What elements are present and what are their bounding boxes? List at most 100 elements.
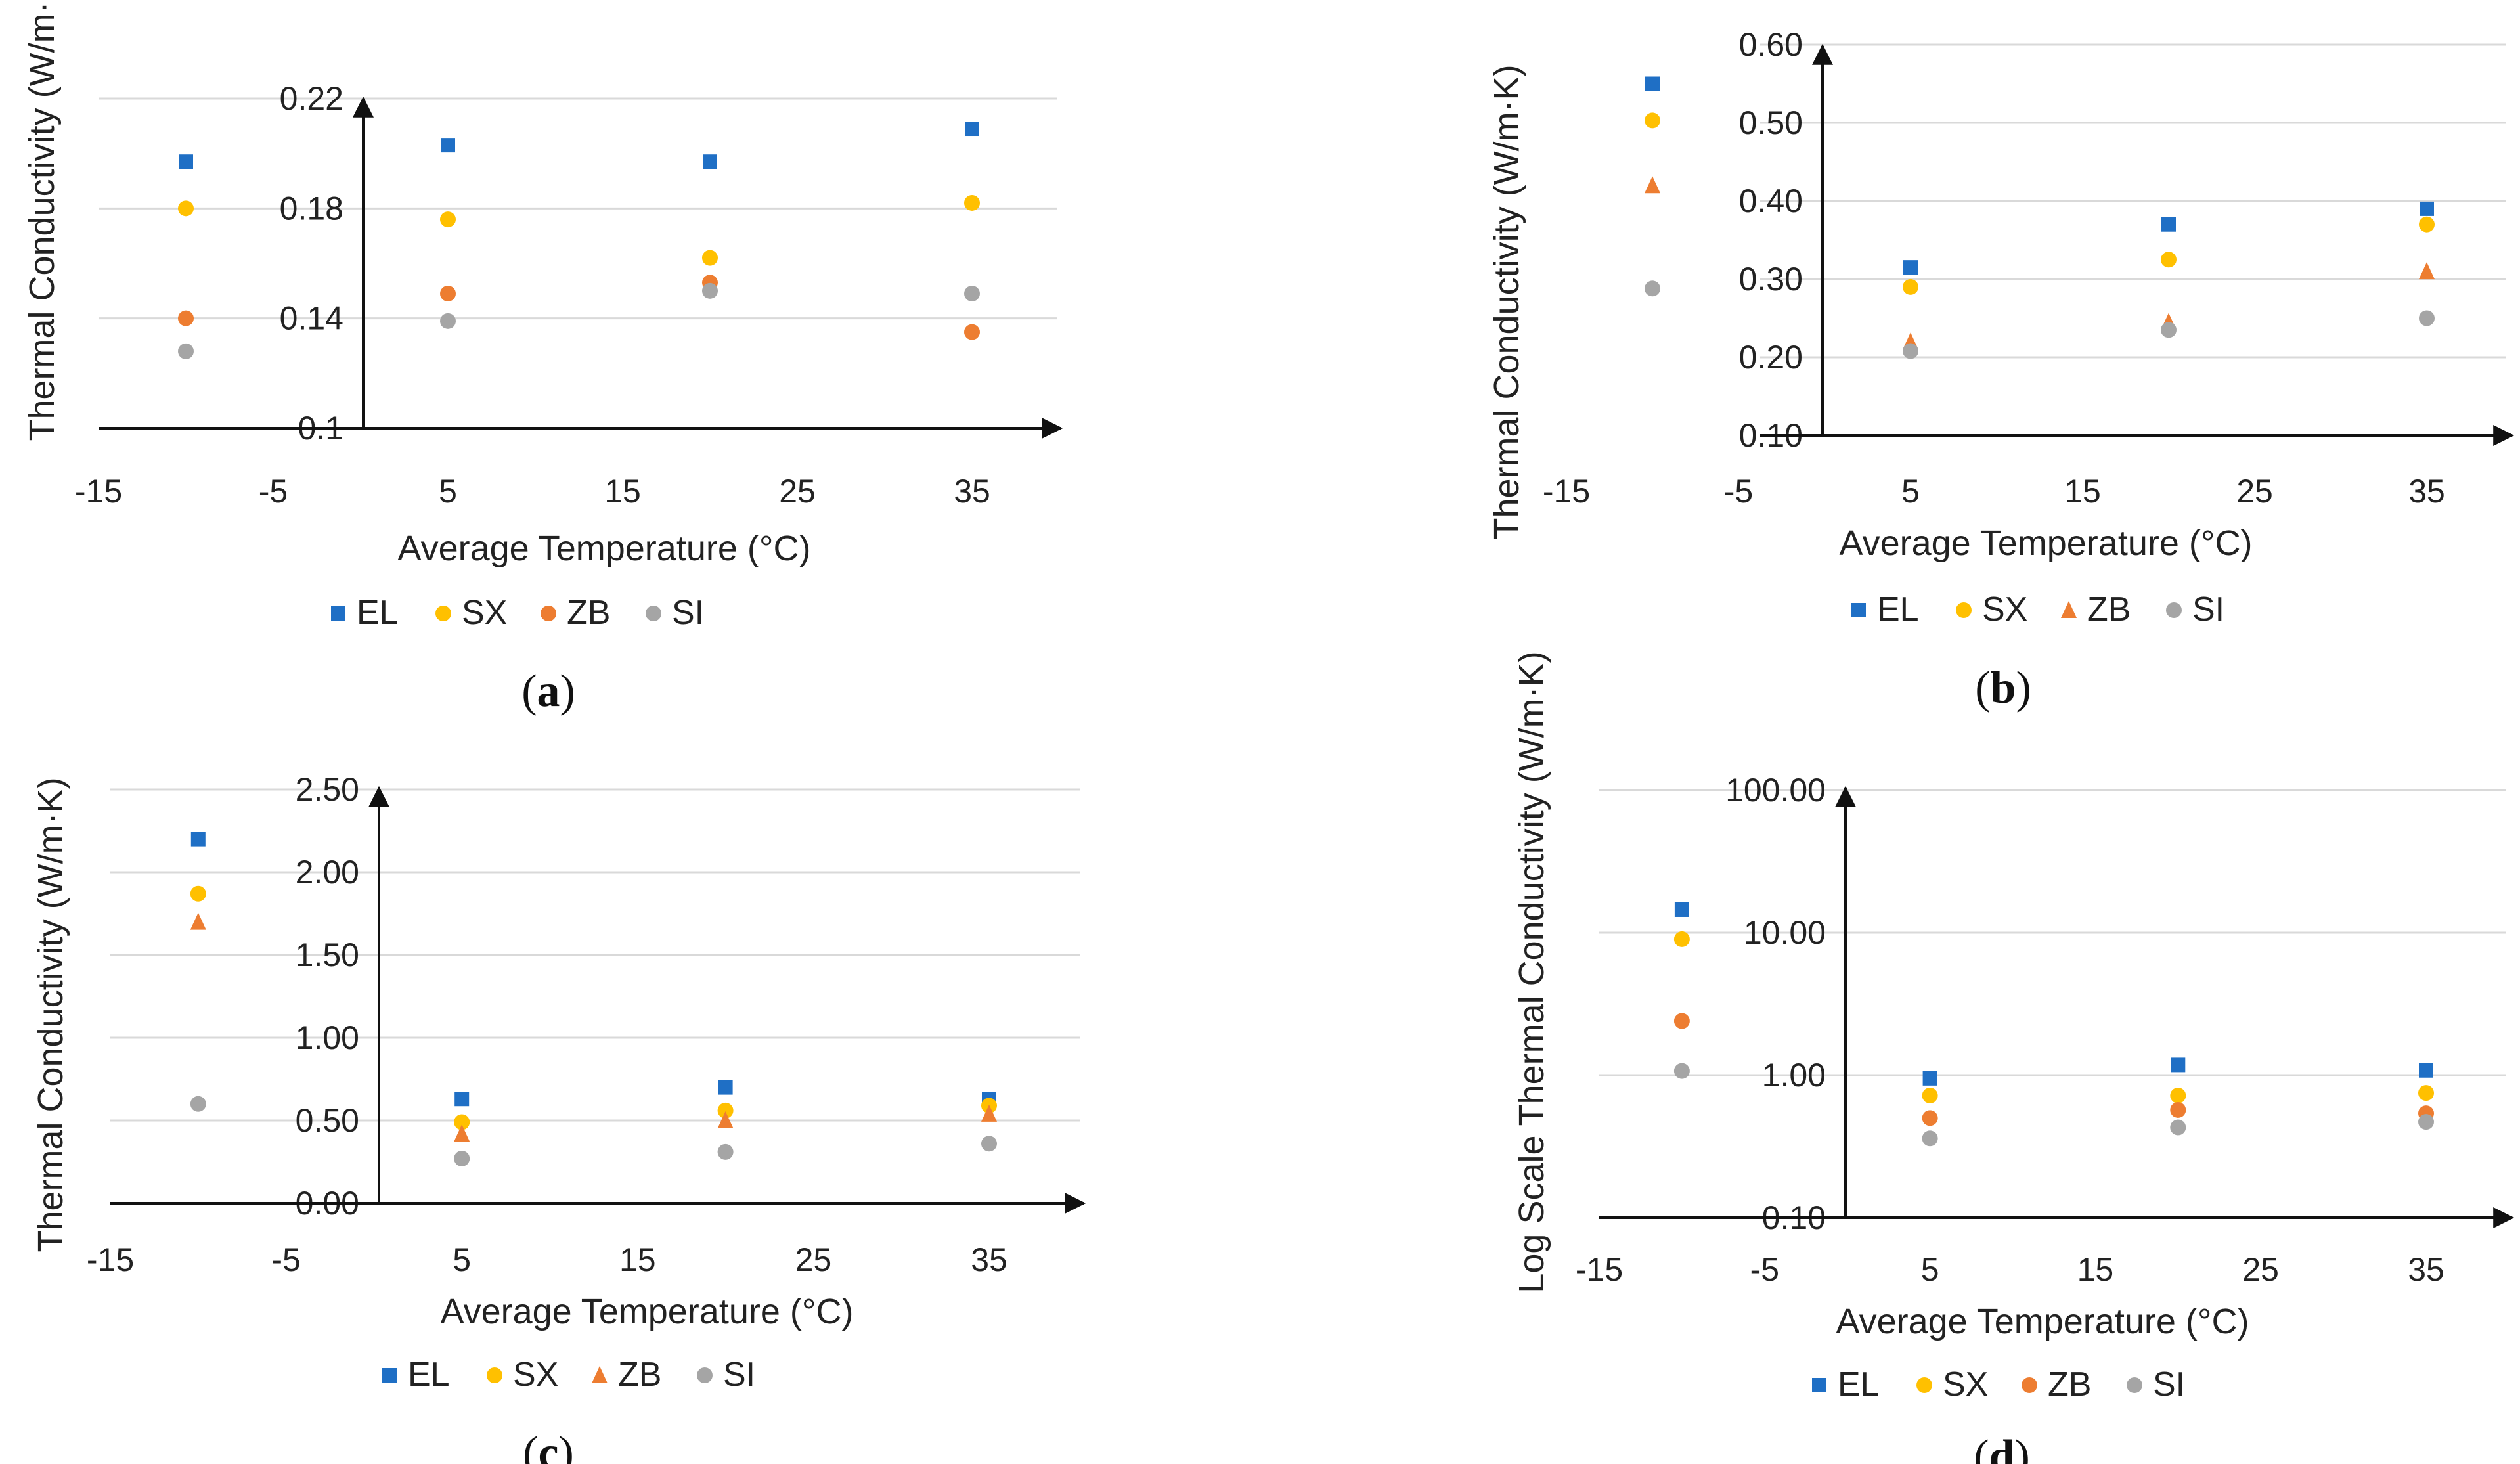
legend-label: EL [357, 594, 399, 632]
data-point-sx [702, 250, 718, 266]
legend-label: SX [462, 594, 507, 632]
series-ZB [1673, 1013, 2434, 1126]
data-point-si [178, 343, 194, 359]
data-point-el [1645, 76, 1660, 91]
series-SI [190, 1096, 997, 1166]
legend-label: SX [1943, 1365, 1988, 1404]
data-point-si [1673, 1063, 1690, 1079]
legend-label: SX [513, 1356, 558, 1394]
legend: EL SX ZB SI [331, 594, 704, 632]
caption-letter: b [1991, 663, 2016, 713]
legend-item-el: EL [382, 1356, 450, 1394]
legend-item-el: EL [331, 594, 399, 632]
data-point-sx [2170, 1087, 2186, 1103]
series-SX [1673, 931, 2434, 1103]
data-point-el [2420, 201, 2434, 216]
caption-paren: ( [1974, 1431, 1989, 1464]
data-point-si [190, 1096, 206, 1112]
y-tick-label: 2.00 [296, 854, 359, 891]
data-point-zb [981, 1104, 997, 1122]
x-tick-label: -15 [75, 473, 122, 510]
y-tick-label: 10.00 [1744, 914, 1826, 951]
data-point-el [1674, 902, 1689, 917]
legend-item-sx: SX [1916, 1365, 1988, 1404]
legend-label: ZB [2048, 1365, 2091, 1404]
data-point-si [981, 1136, 997, 1152]
data-point-zb [190, 912, 206, 930]
panel-caption: (a) [521, 666, 575, 717]
data-point-sx [1645, 112, 1660, 129]
data-point-si [2419, 310, 2435, 326]
x-tick-label: -15 [87, 1241, 134, 1278]
y-tick-label: 0.40 [1739, 183, 1803, 219]
x-axis-label: Average Temperature (°C) [441, 1292, 854, 1331]
data-point-zb [2419, 262, 2435, 280]
data-point-zb [454, 1124, 470, 1142]
legend-label: EL [408, 1356, 450, 1394]
y-tick-label: 1.00 [296, 1019, 359, 1056]
x-tick-label: 25 [779, 473, 816, 510]
legend-label: ZB [2087, 590, 2131, 629]
legend-label: SI [672, 594, 704, 632]
data-point-zb [964, 324, 980, 340]
x-tick-label: -5 [1724, 473, 1753, 510]
data-point-zb [1922, 1110, 1938, 1126]
data-point-si [1645, 280, 1660, 297]
x-tick-label: 5 [1921, 1251, 1939, 1288]
legend-label: SI [2153, 1365, 2185, 1404]
x-tick-label: 35 [954, 473, 990, 510]
y-tick-label: 0.14 [280, 300, 343, 337]
data-point-zb [717, 1111, 734, 1128]
legend-item-si: SI [697, 1356, 755, 1394]
panel-caption: (b) [1975, 663, 2031, 713]
y-tick-label: 1.50 [296, 937, 359, 973]
data-point-zb [2170, 1101, 2186, 1118]
x-tick-label: 5 [439, 473, 457, 510]
legend-label: EL [1877, 590, 1919, 629]
series-SX [190, 885, 997, 1130]
y-tick-label: 0.60 [1739, 26, 1803, 63]
legend-label: SI [723, 1356, 755, 1394]
data-point-sx [2418, 1085, 2434, 1101]
data-point-sx [2161, 252, 2177, 268]
caption-paren: ) [2016, 663, 2031, 713]
y-tick-label: 0.20 [1739, 339, 1803, 376]
data-point-si [440, 313, 456, 329]
caption-paren: ) [2014, 1431, 2029, 1464]
legend-item-si: SI [2127, 1365, 2185, 1404]
y-tick-label: 0.50 [296, 1102, 359, 1139]
caption-paren: ( [523, 1428, 538, 1464]
data-point-el [2161, 217, 2176, 232]
x-axis-label: Average Temperature (°C) [398, 529, 811, 568]
legend-marker-si [697, 1367, 713, 1383]
legend-label: SX [1982, 590, 2027, 629]
legend-item-si: SI [2166, 590, 2224, 629]
y-axis-label: Log Scale Thermal Conductivity (W/m·K) [1512, 651, 1551, 1293]
data-point-el [454, 1092, 470, 1107]
data-point-el [190, 832, 206, 847]
series-ZB [178, 275, 980, 340]
data-point-sx [964, 194, 980, 211]
legend-marker-zb [2061, 601, 2077, 618]
legend-label: SI [2192, 590, 2224, 629]
x-tick-label: 5 [1901, 473, 1920, 510]
data-point-si [702, 282, 718, 299]
data-point-el [2419, 1063, 2433, 1078]
data-point-el [441, 138, 455, 153]
data-point-el [179, 154, 193, 169]
legend-marker-sx [487, 1367, 502, 1383]
y-axis-label: Thermal Conductivity (W/m·K) [31, 777, 70, 1252]
caption-paren: ( [521, 666, 537, 717]
y-tick-label: 1.00 [1762, 1057, 1826, 1094]
data-point-zb [440, 286, 456, 302]
data-point-el [703, 154, 717, 169]
data-point-sx [717, 1102, 734, 1119]
legend-marker-el [1812, 1378, 1826, 1392]
y-tick-label: 0.22 [280, 80, 343, 117]
data-point-el [718, 1080, 733, 1095]
panel-caption: (c) [523, 1428, 574, 1464]
y-tick-label: 0.30 [1739, 261, 1803, 298]
chart-panel-b: 0.100.200.300.400.500.60-15 -5 5 15 25 35Aver… [1487, 26, 2515, 713]
x-tick-label: 35 [971, 1241, 1007, 1278]
